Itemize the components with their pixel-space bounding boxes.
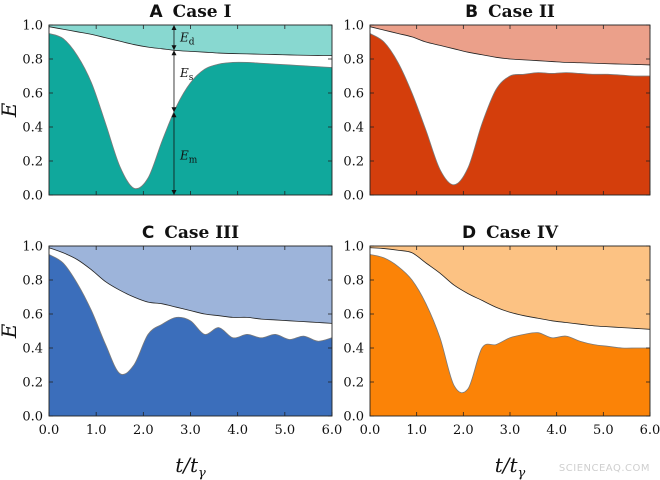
y-tick-label: 0.4 bbox=[343, 342, 364, 357]
x-tick-label: 4.0 bbox=[546, 423, 567, 438]
ed-arrow-head-up bbox=[171, 25, 177, 30]
label-es: Es bbox=[179, 66, 194, 83]
y-tick-label: 0.2 bbox=[22, 376, 43, 391]
y-tick-label: 0.0 bbox=[22, 189, 43, 204]
line-upper-c bbox=[48, 247, 333, 324]
panel-case-title: Case II bbox=[488, 2, 555, 22]
y-tick-label: 1.0 bbox=[343, 19, 364, 34]
x-tick-label: 1.0 bbox=[86, 423, 107, 438]
em-arrow-head-down bbox=[171, 190, 177, 195]
line-lower-b bbox=[369, 33, 651, 186]
label-ed: Ed bbox=[179, 31, 195, 48]
area-dark-d bbox=[370, 254, 650, 416]
watermark-text: SCIENCEAQ.COM bbox=[559, 463, 650, 474]
y-tick-label: 0.0 bbox=[22, 410, 43, 425]
line-lower-a bbox=[48, 33, 333, 190]
y-tick-label: 0.4 bbox=[22, 342, 43, 357]
y-axis-label: E bbox=[0, 102, 21, 118]
y-tick-label: 0.6 bbox=[22, 87, 43, 102]
area-light-b bbox=[370, 25, 650, 65]
x-axis-label: t/tγ bbox=[495, 453, 526, 480]
es-arrow-head-down bbox=[171, 107, 177, 113]
panel-title-b: B Case II bbox=[465, 2, 555, 22]
y-tick-label: 1.0 bbox=[22, 19, 43, 34]
x-axis-label: t/tγ bbox=[175, 453, 206, 480]
y-tick-label: 0.4 bbox=[22, 121, 43, 136]
panel-title-d: D Case IV bbox=[462, 223, 559, 243]
line-lower-d bbox=[369, 254, 650, 394]
y-tick-label: 0.8 bbox=[343, 53, 364, 68]
x-tick-label: 2.0 bbox=[133, 423, 154, 438]
panel-title-c: C Case III bbox=[142, 223, 239, 243]
x-axis-label-sub: γ bbox=[198, 466, 206, 480]
x-tick-label: 6.0 bbox=[640, 423, 660, 438]
y-tick-label: 0.8 bbox=[22, 53, 43, 68]
y-tick-label: 0.2 bbox=[343, 155, 364, 170]
area-light-d bbox=[370, 246, 650, 330]
panel-letter: C bbox=[142, 223, 154, 243]
x-axis-label-main: t/t bbox=[495, 453, 519, 477]
panel-title-a: A Case I bbox=[150, 2, 232, 22]
label-ed-sub: d bbox=[189, 38, 195, 48]
y-tick-label: 0.2 bbox=[343, 376, 364, 391]
area-dark-b bbox=[370, 33, 650, 195]
x-axis-label-sub: γ bbox=[518, 466, 526, 480]
em-arrow-head-up bbox=[171, 112, 177, 118]
line-upper-b bbox=[369, 26, 651, 66]
panel-c: 0.0 1.0 2.0 3.0 4.0 5.0 6.0 0.0 0.2 0.4 0.6 0.8 1.0 C… bbox=[0, 223, 342, 480]
area-light-c bbox=[49, 246, 332, 324]
panel-letter: D bbox=[462, 223, 476, 243]
x-tick-label: 0.0 bbox=[39, 423, 60, 438]
y-tick-label: 0.4 bbox=[343, 121, 364, 136]
x-tick-label: 5.0 bbox=[274, 423, 295, 438]
x-tick-label: 3.0 bbox=[500, 423, 521, 438]
y-tick-label: 0.8 bbox=[343, 274, 364, 289]
label-em-main: E bbox=[179, 149, 189, 163]
label-em-sub: m bbox=[189, 156, 198, 166]
y-tick-label: 0.6 bbox=[22, 308, 43, 323]
x-tick-label: 5.0 bbox=[593, 423, 614, 438]
line-upper-d bbox=[369, 247, 651, 330]
y-axis-label: E bbox=[0, 323, 21, 339]
label-es-sub: s bbox=[189, 73, 194, 83]
ed-arrow-head-down bbox=[171, 45, 177, 51]
x-tick-label: 2.0 bbox=[453, 423, 474, 438]
x-tick-label: 0.0 bbox=[360, 423, 381, 438]
label-em: Em bbox=[179, 149, 198, 166]
label-es-main: E bbox=[179, 66, 189, 80]
es-arrow-head-up bbox=[171, 50, 177, 56]
x-tick-label: 3.0 bbox=[180, 423, 201, 438]
panel-letter: B bbox=[465, 2, 478, 22]
y-tick-label: 1.0 bbox=[22, 240, 43, 255]
x-tick-label: 1.0 bbox=[406, 423, 427, 438]
y-tick-label: 0.6 bbox=[343, 308, 364, 323]
area-light-a bbox=[49, 25, 332, 56]
x-tick-label: 6.0 bbox=[322, 423, 343, 438]
line-upper-a bbox=[48, 26, 333, 56]
y-tick-label: 0.0 bbox=[343, 410, 364, 425]
y-tick-label: 0.8 bbox=[22, 274, 43, 289]
y-tick-label: 1.0 bbox=[343, 240, 364, 255]
line-lower-c bbox=[48, 254, 333, 375]
panel-b: 0.0 0.2 0.4 0.6 0.8 1.0 B Case II bbox=[343, 2, 651, 204]
area-dark-a bbox=[49, 33, 332, 195]
panel-d: 0.0 1.0 2.0 3.0 4.0 5.0 6.0 0.0 0.2 0.4 0.6 0.8 1.0 D… bbox=[343, 223, 660, 480]
panel-case-title: Case III bbox=[164, 223, 239, 243]
panel-letter: A bbox=[150, 2, 164, 22]
x-axis-label-main: t/t bbox=[175, 453, 199, 477]
panel-case-title: Case IV bbox=[486, 223, 559, 243]
x-tick-label: 4.0 bbox=[227, 423, 248, 438]
y-tick-label: 0.0 bbox=[343, 189, 364, 204]
y-tick-label: 0.6 bbox=[343, 87, 364, 102]
area-dark-c bbox=[49, 254, 332, 416]
label-ed-main: E bbox=[179, 31, 189, 45]
panel-case-title: Case I bbox=[173, 2, 232, 22]
y-tick-label: 0.2 bbox=[22, 155, 43, 170]
